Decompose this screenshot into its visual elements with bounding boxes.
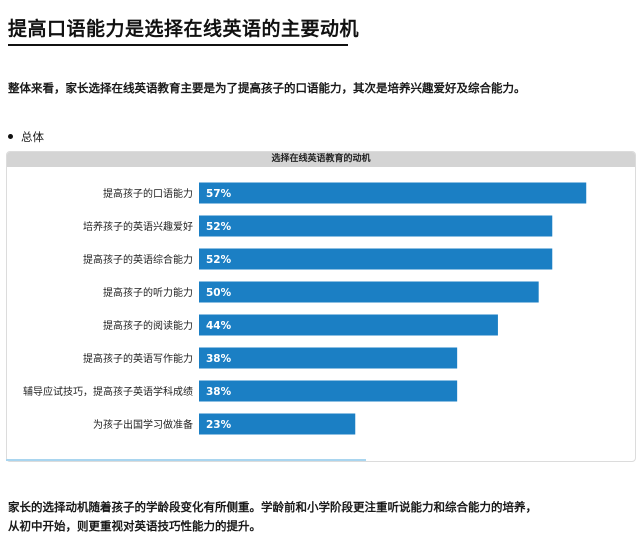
category-label: 提高孩子的英语写作能力 xyxy=(83,352,193,365)
page-title: 提高口语能力是选择在线英语的主要动机 xyxy=(8,18,360,40)
value-label: 38% xyxy=(206,353,232,365)
bar-chart: 提高孩子的口语能力 57% 培养孩子的英语兴趣爱好 52% 提高孩子的英语综合能力 52%… xyxy=(23,182,587,435)
title-underline xyxy=(8,44,348,46)
category-label: 培养孩子的英语兴趣爱好 xyxy=(83,220,193,233)
bar xyxy=(199,314,498,336)
bar xyxy=(199,380,458,402)
category-label: 提高孩子的听力能力 xyxy=(103,286,193,299)
category-label: 辅导应试技巧，提高孩子英语学科成绩 xyxy=(23,385,193,398)
value-label: 23% xyxy=(206,419,232,431)
bar xyxy=(199,215,553,237)
bar xyxy=(199,182,587,204)
value-label: 57% xyxy=(206,188,232,200)
category-label: 提高孩子的阅读能力 xyxy=(103,319,193,332)
section-label-text: 总体 xyxy=(21,130,44,144)
chart-panel: 选择在线英语教育的动机 提高孩子的口语能力 57% 培养孩子的英语兴趣爱好 52% 提高… xyxy=(6,151,636,462)
conclusion-line-1: 家长的选择动机随着孩子的学龄段变化有所侧重。学龄前和小学阶段更注重听说能力和综合… xyxy=(8,500,537,514)
bar xyxy=(199,248,553,270)
category-label: 为孩子出国学习做准备 xyxy=(93,418,193,431)
conclusion-text: 家长的选择动机随着孩子的学龄段变化有所侧重。学龄前和小学阶段更注重听说能力和综合… xyxy=(8,498,537,536)
value-label: 50% xyxy=(206,287,232,299)
chart-title: 选择在线英语教育的动机 xyxy=(7,152,635,167)
bar xyxy=(199,413,356,435)
category-label: 提高孩子的口语能力 xyxy=(103,187,193,200)
value-label: 38% xyxy=(206,386,232,398)
value-label: 44% xyxy=(206,320,232,332)
summary-text: 整体来看，家长选择在线英语教育主要是为了提高孩子的口语能力，其次是培养兴趣爱好及… xyxy=(8,81,526,95)
category-label: 提高孩子的英语综合能力 xyxy=(83,253,193,266)
chart-footer-accent xyxy=(6,459,366,461)
conclusion-line-2: 从初中开始，则更重视对英语技巧性能力的提升。 xyxy=(8,519,261,533)
bar xyxy=(199,347,458,369)
value-label: 52% xyxy=(206,221,232,233)
bullet-icon xyxy=(8,134,13,139)
value-label: 52% xyxy=(206,254,232,266)
bar xyxy=(199,281,539,303)
section-label: 总体 xyxy=(8,129,44,145)
